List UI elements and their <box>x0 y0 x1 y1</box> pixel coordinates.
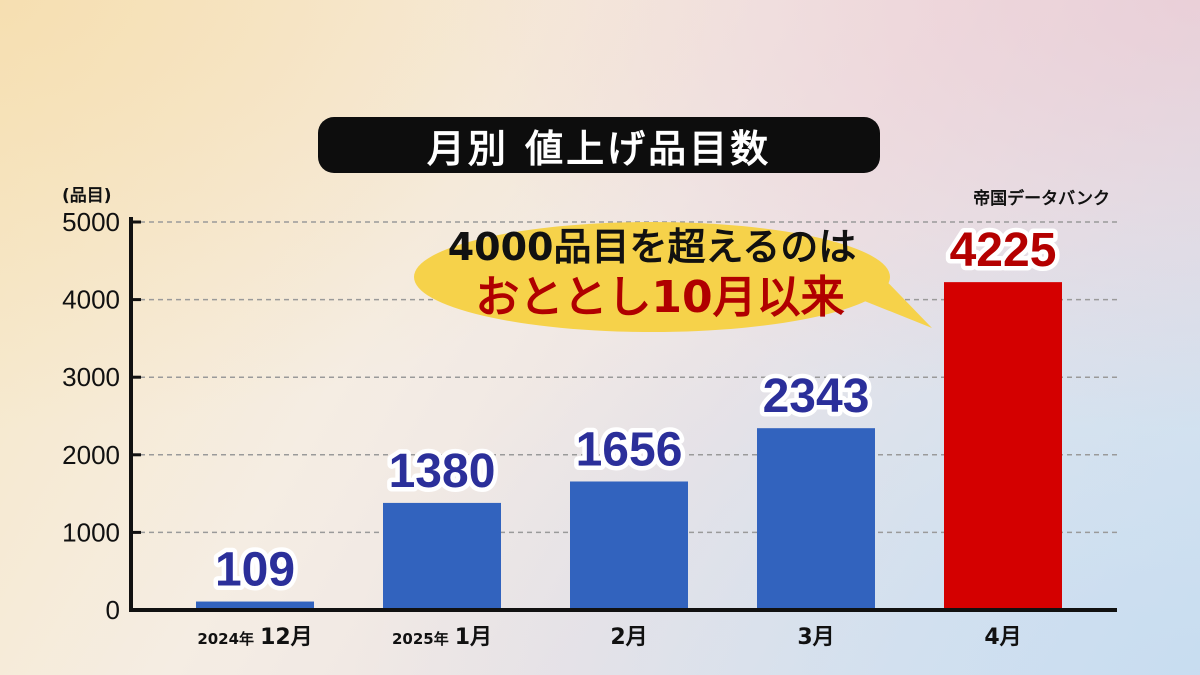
y-tick-label: 0 <box>106 595 120 625</box>
x-tick-year: 2025年 <box>392 630 449 648</box>
callout-line2: おととし10月以来 <box>475 272 844 323</box>
bar <box>196 601 314 610</box>
callout-ellipse <box>414 222 890 332</box>
chart-title: 月別 値上げ品目数 <box>426 126 772 171</box>
y-tick-label: 3000 <box>62 362 120 392</box>
value-labels: 109 1380 1656 2343 4225 <box>210 220 1060 601</box>
source-label: 帝国データバンク <box>973 189 1110 209</box>
x-tick-label: 3月 <box>797 625 834 650</box>
bars <box>196 282 1062 610</box>
value-label: 4225 <box>950 224 1057 277</box>
x-tick-month: 1月 <box>455 625 492 650</box>
bar <box>383 502 501 610</box>
callout-tail <box>852 262 932 328</box>
x-tick-month: 4月 <box>984 625 1021 650</box>
value-label: 2343 <box>763 370 870 423</box>
x-tick-label: 4月 <box>984 625 1021 650</box>
bar <box>757 428 875 610</box>
title-banner: 月別 値上げ品目数 <box>318 117 880 173</box>
y-tick-label: 2000 <box>62 440 120 470</box>
y-axis-unit-label: (品目) <box>62 186 112 206</box>
x-tick-year: 2024年 <box>197 630 254 648</box>
callout-line1: 4000品目を超えるのは <box>448 225 857 269</box>
value-label: 1380 <box>389 445 496 498</box>
x-tick-label: 2025年 1月 <box>392 625 492 650</box>
y-tick-labels: 0 1000 2000 3000 4000 5000 <box>62 207 120 625</box>
x-tick-label: 2月 <box>610 625 647 650</box>
x-tick-month: 12月 <box>260 625 313 650</box>
x-tick-month: 2月 <box>610 625 647 650</box>
x-tick-labels: 2024年 12月 2025年 1月 2月 3月 4月 <box>197 625 1021 650</box>
value-label: 109 <box>215 544 295 597</box>
x-tick-month: 3月 <box>797 625 834 650</box>
axes <box>129 217 1117 612</box>
callout-bubble: 4000品目を超えるのは おととし10月以来 <box>414 222 932 332</box>
y-tick-label: 1000 <box>62 517 120 547</box>
x-tick-label: 2024年 12月 <box>197 625 312 650</box>
y-tick-label: 5000 <box>62 207 120 237</box>
bar <box>570 481 688 610</box>
y-tick-label: 4000 <box>62 285 120 315</box>
value-label: 1656 <box>576 423 683 476</box>
bar <box>944 282 1062 610</box>
